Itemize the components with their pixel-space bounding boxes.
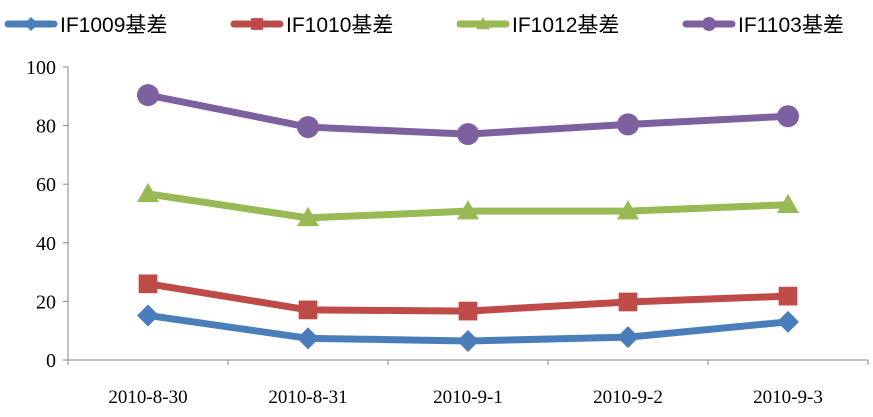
legend-label: IF1009基差	[60, 14, 167, 37]
legend-marker-square-icon	[251, 18, 263, 30]
x-tick-label: 2010-9-3	[753, 387, 823, 408]
data-point	[778, 286, 798, 306]
data-point	[137, 182, 159, 203]
legend-label: IF1012基差	[512, 14, 619, 37]
y-tick-label: 20	[36, 291, 56, 313]
data-point	[617, 113, 639, 136]
data-point	[617, 200, 639, 220]
data-point	[297, 206, 319, 227]
legend-marker-diamond-icon	[24, 17, 38, 31]
legend-label: IF1010基差	[286, 14, 393, 37]
data-point	[298, 300, 318, 320]
data-point	[138, 274, 158, 294]
data-point	[618, 292, 638, 312]
data-point	[617, 326, 639, 349]
y-tick-label: 40	[36, 233, 56, 255]
data-point	[457, 329, 479, 352]
y-tick-label: 100	[26, 57, 56, 79]
data-point	[457, 200, 479, 220]
data-point	[777, 105, 799, 128]
legend-marker-triangle-icon	[476, 17, 490, 30]
data-point	[137, 304, 159, 327]
x-tick-label: 2010-8-30	[108, 387, 187, 408]
x-tick-label: 2010-9-1	[433, 387, 503, 408]
y-tick-label: 80	[36, 116, 56, 138]
data-point	[137, 84, 159, 107]
data-point	[777, 310, 799, 333]
x-tick-label: 2010-8-31	[268, 387, 347, 408]
data-point	[457, 123, 479, 146]
data-point	[297, 327, 319, 350]
y-tick-label: 0	[46, 350, 56, 372]
x-tick-label: 2010-9-2	[593, 387, 663, 408]
data-point	[458, 301, 478, 321]
legend-marker-circle-icon	[702, 17, 716, 31]
data-point	[777, 193, 799, 213]
y-tick-label: 60	[36, 174, 56, 196]
legend-label: IF1103基差	[738, 14, 844, 37]
data-point	[297, 116, 319, 139]
